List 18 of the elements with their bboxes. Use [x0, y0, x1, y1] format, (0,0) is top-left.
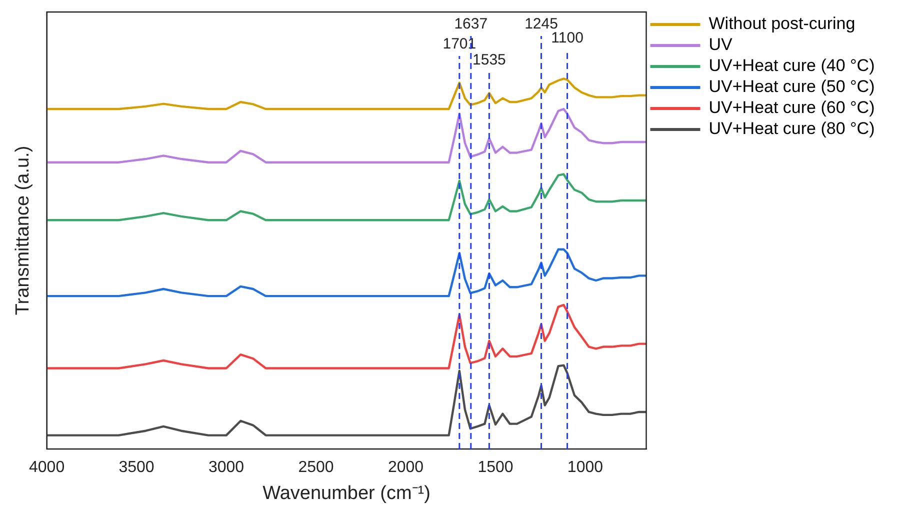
- legend-label: UV+Heat cure (60 °C): [708, 98, 875, 118]
- y-axis-title: Transmittance (a.u.): [12, 146, 34, 316]
- x-tick-label: 3500: [118, 459, 154, 476]
- x-axis-title: Wavenumber (cm⁻¹): [262, 482, 430, 504]
- x-tick-label: 1000: [567, 459, 604, 476]
- ref-line-label: 1535: [472, 52, 506, 69]
- x-tick-label: 3000: [208, 459, 244, 476]
- legend-label: UV+Heat cure (80 °C): [708, 119, 875, 138]
- legend-label: UV+Heat cure (40 °C): [708, 56, 875, 76]
- x-tick-label: 2000: [388, 459, 424, 476]
- ref-line-label: 1701: [442, 36, 476, 53]
- legend-label: UV: [708, 35, 734, 54]
- ref-line-label: 1637: [454, 16, 488, 33]
- legend-label: Without post-curing: [708, 14, 856, 34]
- x-tick-label: 2500: [298, 459, 334, 476]
- x-tick-label: 4000: [29, 459, 65, 476]
- x-tick-label: 1500: [478, 459, 514, 476]
- legend-label: UV+Heat cure (50 °C): [708, 77, 875, 96]
